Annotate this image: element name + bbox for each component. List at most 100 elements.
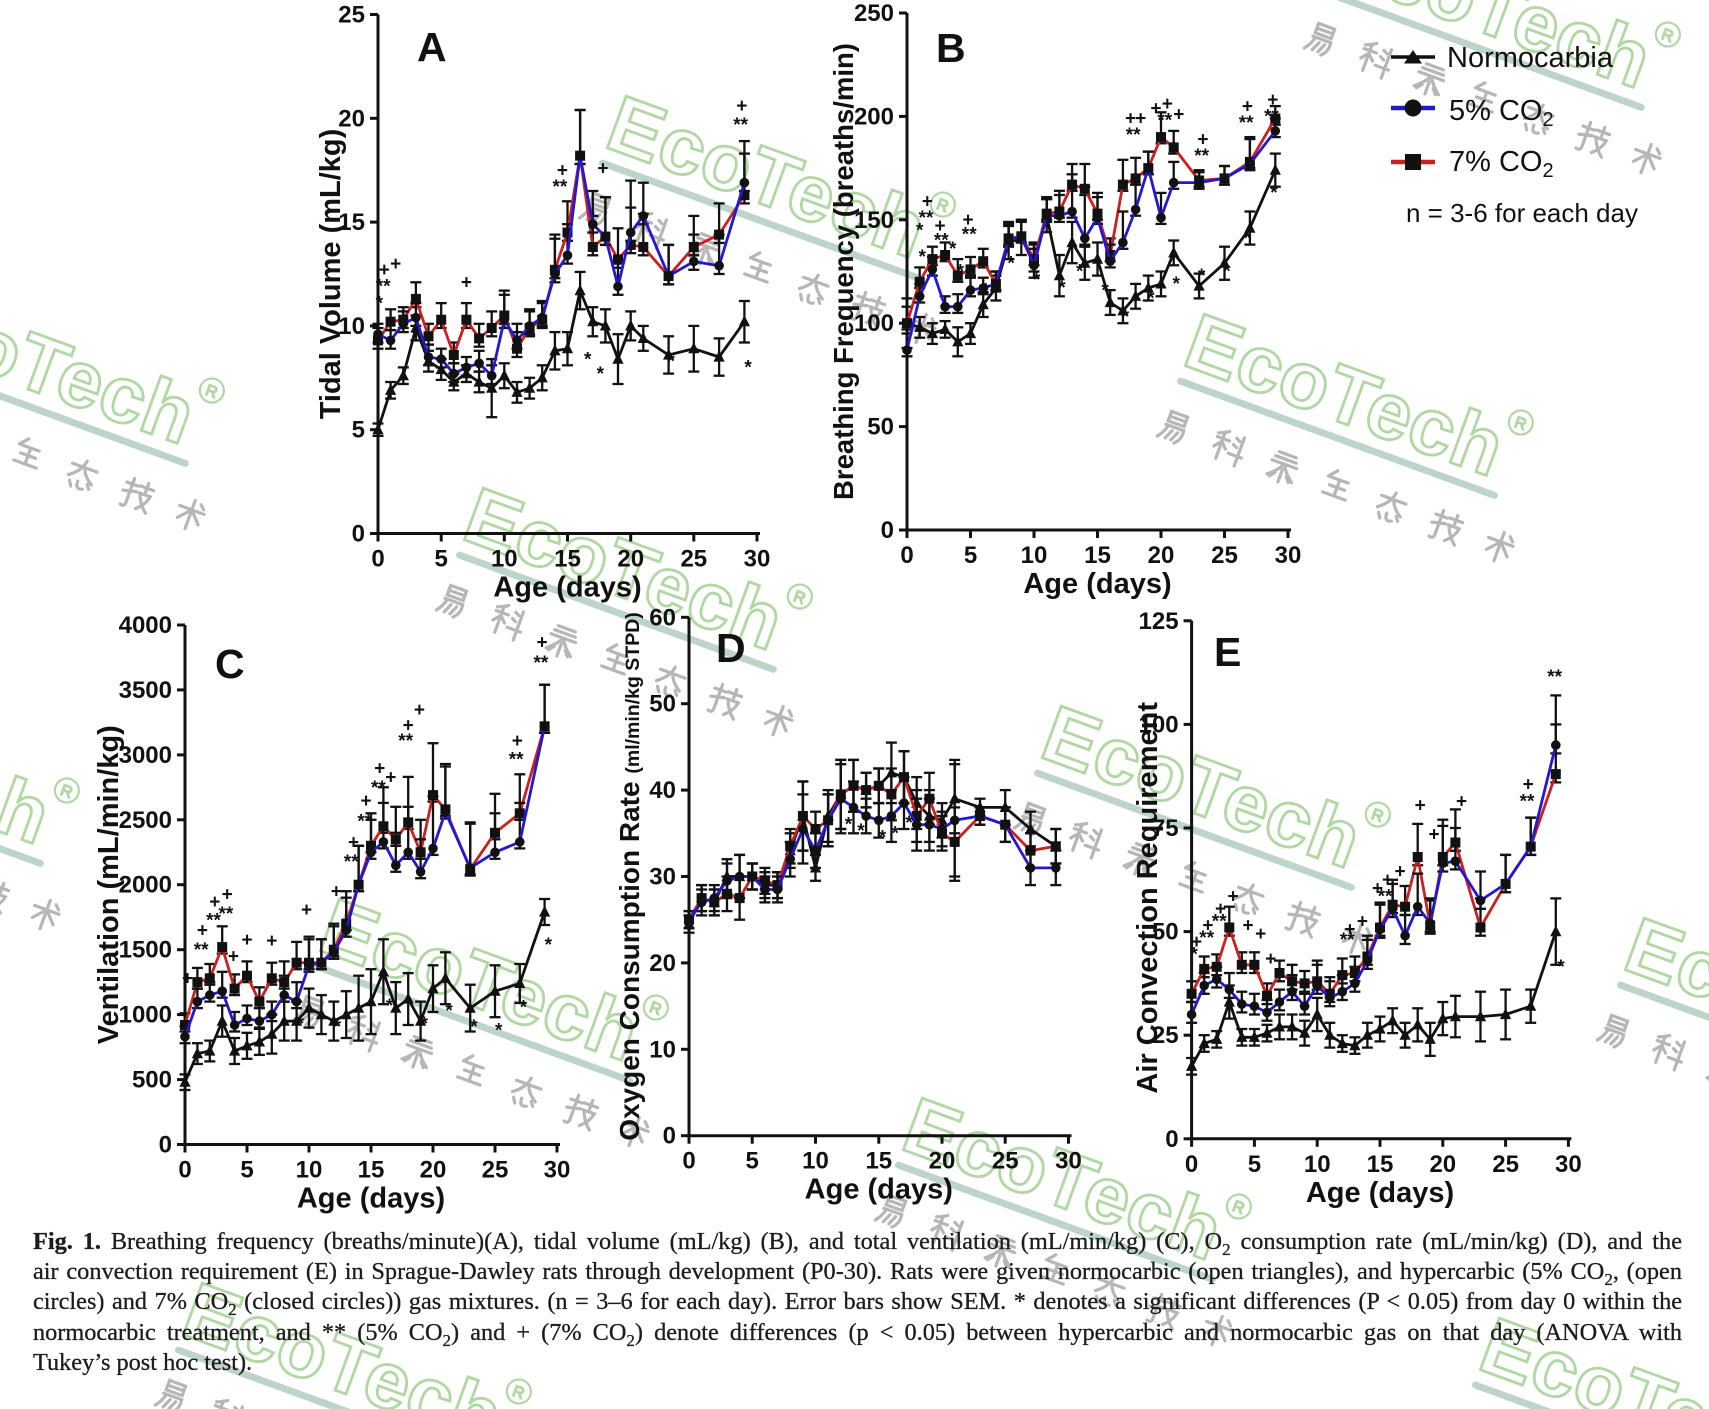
svg-text:+: + bbox=[1372, 878, 1383, 899]
svg-text:n = 3-6 for each day: n = 3-6 for each day bbox=[1406, 198, 1638, 228]
svg-text:200: 200 bbox=[854, 103, 894, 130]
svg-text:*: * bbox=[445, 1001, 453, 1022]
svg-text:*: * bbox=[957, 262, 965, 283]
svg-text:5: 5 bbox=[240, 1157, 253, 1184]
svg-text:Oxygen Consumption Rate (ml/mi: Oxygen Consumption Rate (ml/min/kg STPD) bbox=[614, 612, 645, 1141]
svg-text:0: 0 bbox=[1165, 1126, 1178, 1153]
svg-text:15: 15 bbox=[1367, 1151, 1394, 1178]
svg-text:+: + bbox=[1173, 105, 1184, 126]
svg-text:0: 0 bbox=[881, 517, 894, 544]
svg-text:5: 5 bbox=[746, 1148, 759, 1175]
svg-text:*: * bbox=[918, 247, 926, 268]
svg-text:*: * bbox=[376, 293, 384, 314]
svg-text:50: 50 bbox=[1152, 919, 1179, 946]
svg-text:40: 40 bbox=[649, 777, 676, 804]
svg-text:5: 5 bbox=[352, 417, 365, 444]
svg-text:Ventilation (mL/min/kg): Ventilation (mL/min/kg) bbox=[93, 725, 125, 1044]
svg-text:**: ** bbox=[376, 277, 391, 298]
svg-text:+: + bbox=[461, 273, 472, 294]
svg-text:*: * bbox=[495, 1021, 503, 1042]
svg-text:*: * bbox=[891, 823, 899, 844]
svg-text:20: 20 bbox=[1429, 1151, 1456, 1178]
svg-text:150: 150 bbox=[854, 207, 894, 234]
svg-text:*: * bbox=[1007, 253, 1015, 274]
svg-text:Age (days): Age (days) bbox=[493, 572, 641, 604]
svg-text:30: 30 bbox=[1055, 1148, 1082, 1175]
svg-text:+: + bbox=[557, 160, 568, 181]
svg-text:*: * bbox=[545, 935, 553, 956]
svg-text:25: 25 bbox=[992, 1148, 1019, 1175]
svg-text:**: ** bbox=[219, 904, 234, 925]
svg-text:**: ** bbox=[206, 910, 221, 931]
svg-text:**: ** bbox=[534, 653, 549, 674]
svg-text:20: 20 bbox=[929, 1148, 956, 1175]
svg-text:*: * bbox=[1033, 270, 1041, 291]
svg-text:25: 25 bbox=[680, 546, 707, 573]
svg-text:+: + bbox=[241, 930, 252, 951]
svg-text:*: * bbox=[1244, 229, 1252, 250]
svg-text:Age (days): Age (days) bbox=[1023, 568, 1171, 600]
svg-text:**: ** bbox=[1212, 912, 1227, 933]
svg-text:+: + bbox=[1357, 912, 1368, 933]
svg-text:*: * bbox=[1198, 266, 1206, 287]
svg-text:25: 25 bbox=[338, 2, 365, 29]
svg-text:*: * bbox=[1101, 280, 1109, 301]
svg-text:+: + bbox=[403, 716, 414, 737]
svg-text:*: * bbox=[421, 1014, 429, 1035]
svg-text:0: 0 bbox=[352, 521, 365, 548]
svg-text:0: 0 bbox=[178, 1157, 191, 1184]
svg-text:Breathing Frequency (breaths/m: Breathing Frequency (breaths/min) bbox=[828, 43, 859, 500]
svg-text:**: ** bbox=[1194, 146, 1209, 167]
svg-text:*: * bbox=[916, 220, 924, 241]
svg-text:20: 20 bbox=[649, 950, 676, 977]
svg-text:2500: 2500 bbox=[119, 807, 172, 834]
svg-text:30: 30 bbox=[1275, 542, 1302, 569]
svg-text:0: 0 bbox=[663, 1123, 676, 1150]
svg-text:*: * bbox=[1122, 307, 1130, 328]
svg-text:+: + bbox=[379, 260, 390, 281]
svg-text:+: + bbox=[197, 921, 208, 942]
svg-text:**: ** bbox=[733, 115, 748, 136]
svg-text:*: * bbox=[1270, 183, 1278, 204]
svg-text:+: + bbox=[360, 791, 371, 812]
svg-text:10: 10 bbox=[649, 1036, 676, 1063]
svg-text:5: 5 bbox=[964, 542, 977, 569]
svg-text:*: * bbox=[1172, 274, 1180, 295]
svg-text:+: + bbox=[301, 900, 312, 921]
svg-text:125: 125 bbox=[1139, 608, 1179, 635]
svg-text:*: * bbox=[334, 1017, 342, 1038]
svg-text:**: ** bbox=[553, 177, 568, 198]
svg-text:+: + bbox=[209, 892, 220, 913]
svg-text:+: + bbox=[1197, 129, 1208, 150]
svg-text:*: * bbox=[744, 358, 752, 379]
svg-text:+: + bbox=[1135, 109, 1146, 130]
svg-text:**: ** bbox=[1340, 930, 1355, 951]
svg-text:10: 10 bbox=[491, 546, 518, 573]
svg-text:**: ** bbox=[509, 749, 524, 770]
svg-text:**: ** bbox=[1264, 107, 1279, 128]
svg-text:*: * bbox=[845, 815, 853, 836]
svg-text:*: * bbox=[1190, 945, 1198, 966]
svg-text:+: + bbox=[537, 632, 548, 653]
svg-text:60: 60 bbox=[649, 604, 676, 631]
svg-text:20: 20 bbox=[1148, 542, 1175, 569]
svg-text:*: * bbox=[297, 1014, 305, 1035]
svg-text:15: 15 bbox=[338, 209, 365, 236]
svg-text:Normocarbia: Normocarbia bbox=[1447, 42, 1614, 74]
svg-text:+: + bbox=[922, 191, 933, 212]
svg-text:+: + bbox=[1344, 920, 1355, 941]
svg-text:+: + bbox=[228, 947, 239, 968]
svg-text:10: 10 bbox=[802, 1148, 829, 1175]
svg-text:*: * bbox=[584, 349, 592, 370]
svg-text:100: 100 bbox=[854, 310, 894, 337]
svg-text:*: * bbox=[386, 996, 394, 1017]
svg-text:20: 20 bbox=[420, 1157, 447, 1184]
svg-text:30: 30 bbox=[744, 546, 771, 573]
svg-text:+: + bbox=[1456, 791, 1467, 812]
svg-text:+: + bbox=[414, 700, 425, 721]
svg-text:*: * bbox=[949, 239, 957, 260]
svg-text:**: ** bbox=[1378, 887, 1393, 908]
svg-text:25: 25 bbox=[1152, 1022, 1179, 1049]
svg-text:**: ** bbox=[1547, 667, 1562, 688]
svg-text:5: 5 bbox=[1248, 1151, 1261, 1178]
